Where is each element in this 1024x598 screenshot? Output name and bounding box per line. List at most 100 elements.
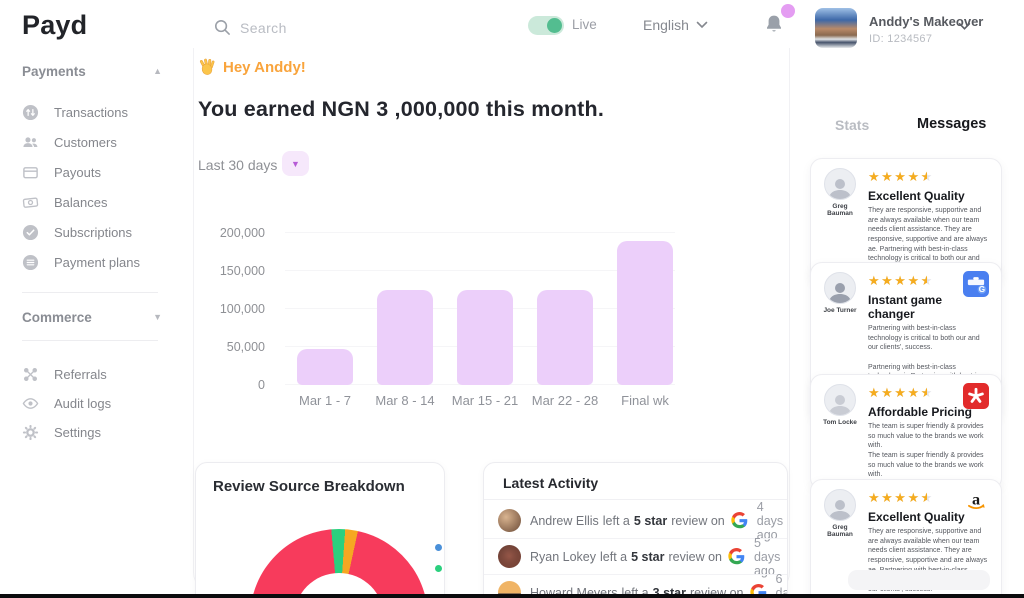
card-title: Review Source Breakdown	[213, 478, 405, 495]
y-tick-label: 150,000	[219, 264, 265, 278]
date-filter-dropdown-button[interactable]: ▼	[282, 151, 309, 176]
reviewer-name: Greg Bauman	[827, 524, 853, 538]
notification-bell-icon[interactable]	[764, 14, 784, 36]
transactions-icon	[22, 104, 39, 120]
search-input[interactable]	[240, 16, 440, 40]
date-filter-label: Last 30 days	[198, 157, 278, 173]
x-tick-label: Mar 22 - 28	[531, 393, 599, 408]
reviewer-avatar	[824, 384, 856, 416]
live-toggle[interactable]	[528, 16, 564, 35]
reviewer-name: Joe Turner	[823, 307, 857, 314]
customers-icon	[23, 136, 38, 147]
star-rating: ★★★★★ ★★★★★	[868, 169, 934, 184]
sidebar-item-audit-logs[interactable]: Audit logs	[22, 388, 172, 418]
activity-avatar	[498, 509, 521, 532]
chevron-down-icon: ▼	[291, 158, 300, 169]
next-card-peek	[848, 570, 990, 590]
activity-row: Ryan Lokey left a 5 star review on 5 day…	[484, 536, 787, 578]
bar-chart-yaxis: 0 50,000 100,000 150,000 200,000	[198, 226, 265, 392]
sidebar-item-balances[interactable]: Balances	[22, 187, 172, 217]
sidebar-item-payouts[interactable]: Payouts	[22, 157, 172, 187]
star-rating: ★★★★★ ★★★★★	[868, 385, 934, 400]
review-title: Affordable Pricing	[868, 405, 973, 419]
activity-time: 6 days ago	[775, 571, 788, 598]
tab-messages[interactable]: Messages	[917, 116, 987, 132]
star-rating: ★★★★★ ★★★★★	[868, 490, 934, 505]
y-tick-label: 100,000	[219, 302, 265, 316]
reviewer-avatar	[824, 489, 856, 521]
sidebar-item-settings[interactable]: Settings	[22, 417, 172, 447]
activity-avatar	[498, 545, 521, 568]
activity-row: Andrew Ellis left a 5 star review on 4 d…	[484, 500, 787, 542]
search-icon	[214, 19, 230, 35]
bar-Mar 1 - 7	[297, 349, 353, 385]
sidebar-item-referrals[interactable]: Referrals	[22, 359, 172, 389]
balances-icon	[22, 197, 39, 208]
reviewer-name: Greg Bauman	[827, 203, 853, 217]
sidebar-item-payment-plans[interactable]: Payment plans	[22, 247, 172, 277]
bar-Final wk	[617, 241, 673, 385]
svg-text:G: G	[979, 285, 985, 294]
x-tick-label: Mar 8 - 14	[375, 393, 435, 408]
card-title: Latest Activity	[503, 475, 599, 491]
user-avatar[interactable]	[815, 8, 857, 48]
chevron-down-icon[interactable]	[696, 21, 708, 29]
bar-Mar 15 - 21	[457, 290, 513, 385]
tab-stats[interactable]: Stats	[835, 117, 870, 133]
notification-dot	[781, 4, 795, 18]
review-source-breakdown-card: Review Source Breakdown	[195, 462, 445, 598]
sidebar-section-commerce[interactable]: Commerce ▼	[22, 309, 162, 325]
x-tick-label: Mar 1 - 7	[298, 393, 351, 408]
sidebar-item-customers[interactable]: Customers	[22, 127, 172, 157]
payouts-icon	[23, 166, 38, 178]
bar-Mar 8 - 14	[377, 290, 433, 385]
gridline	[285, 270, 675, 271]
activity-name: Andrew Ellis	[530, 513, 599, 528]
google-icon	[728, 548, 745, 565]
google-icon	[731, 512, 748, 529]
divider	[484, 499, 787, 500]
yelp-icon	[963, 383, 989, 409]
review-title: Excellent Quality	[868, 510, 965, 524]
reviewer-avatar	[824, 272, 856, 304]
referrals-icon	[23, 367, 38, 381]
reviewer-name: Tom Locke	[823, 419, 857, 426]
bar-Mar 22 - 28	[537, 290, 593, 385]
sidebar-item-subscriptions[interactable]: Subscriptions	[22, 217, 172, 247]
sidebar-divider	[22, 292, 158, 293]
user-id: ID: 1234567	[869, 33, 933, 45]
subscriptions-icon	[22, 224, 39, 240]
amazon-icon: a	[963, 488, 989, 514]
earnings-headline: You earned NGN 3 ,000,000 this month.	[198, 97, 605, 121]
chevron-up-icon: ▲	[153, 66, 162, 76]
app-logo: Payd	[22, 10, 88, 40]
language-selector[interactable]: English	[643, 17, 689, 33]
screen-bottom-strip	[0, 594, 1024, 598]
live-label: Live	[572, 17, 597, 32]
google-business-icon: G	[963, 271, 989, 297]
y-tick-label: 200,000	[219, 226, 265, 240]
activity-avatar	[498, 581, 521, 598]
review-card[interactable]: Tom Locke ★★★★★ ★★★★★ Affordable Pricing …	[810, 374, 1002, 490]
sidebar-item-transactions[interactable]: Transactions	[22, 97, 172, 127]
sidebar-section-payments[interactable]: Payments ▲	[22, 63, 162, 79]
wave-emoji-icon	[199, 58, 215, 75]
chevron-down-icon: ▼	[153, 312, 162, 322]
review-body: They are responsive, supportive and are …	[868, 207, 988, 272]
review-title: Instant game changer	[868, 293, 943, 321]
latest-activity-card: Latest Activity Andrew Ellis left a 5 st…	[483, 462, 788, 598]
settings-icon	[22, 424, 39, 440]
review-body: The team is super friendly & provides so…	[868, 423, 984, 479]
activity-rating: 5 star	[631, 549, 665, 564]
chevron-down-icon[interactable]	[958, 22, 971, 31]
divider	[484, 574, 787, 575]
payment-plans-icon	[22, 254, 39, 270]
greeting-text: Hey Anddy!	[223, 58, 306, 76]
star-rating: ★★★★★ ★★★★★	[868, 273, 934, 288]
legend-dot	[435, 544, 442, 551]
x-tick-label: Mar 15 - 21	[451, 393, 519, 408]
greeting: Hey Anddy!	[198, 58, 306, 76]
x-tick-label: Final wk	[621, 393, 669, 408]
legend-dot	[435, 565, 442, 572]
reviewer-avatar	[824, 168, 856, 200]
